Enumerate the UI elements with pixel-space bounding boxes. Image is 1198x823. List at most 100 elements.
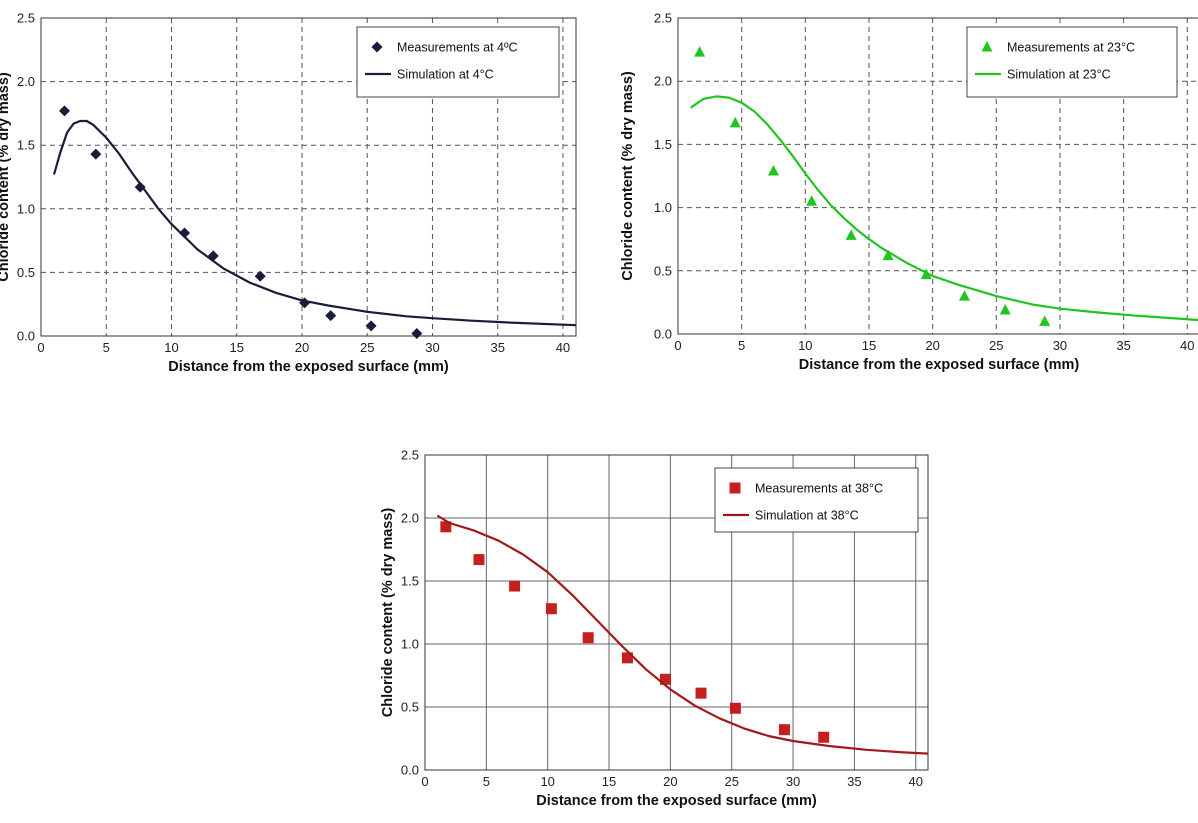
measurement-point <box>958 290 970 301</box>
measurement-point <box>882 249 894 261</box>
measurement-point <box>694 46 706 57</box>
x-tick-label: 25 <box>989 338 1003 353</box>
simulation-line <box>436 514 929 755</box>
measurement-point <box>58 105 70 117</box>
x-tick-label: 35 <box>1116 338 1130 353</box>
measurement-point <box>179 227 191 239</box>
y-axis-label: Chloride content (% dry mass) <box>620 71 636 281</box>
legend-marker-swatch <box>371 41 383 53</box>
legend-label: Measurements at 38°C <box>755 482 883 496</box>
x-tick-label: 10 <box>798 338 812 353</box>
measurement-point <box>806 195 818 206</box>
y-tick-label: 2.5 <box>654 11 672 26</box>
measurement-point <box>767 164 779 176</box>
y-tick-label: 2.0 <box>17 74 35 89</box>
measurement-point <box>1039 315 1051 326</box>
measurement-point <box>134 181 146 193</box>
y-tick-label: 1.5 <box>654 137 672 152</box>
x-tick-label: 20 <box>925 338 939 353</box>
plot-frame <box>677 17 1198 335</box>
x-tick-label: 40 <box>556 340 570 355</box>
y-tick-label: 0.5 <box>401 700 419 715</box>
x-tick-label: 15 <box>602 774 616 789</box>
measurement-point <box>509 580 521 592</box>
y-tick-label: 2.5 <box>401 448 419 463</box>
x-tick-label: 30 <box>786 774 800 789</box>
x-tick-label: 5 <box>483 774 490 789</box>
legend-label: Measurements at 23°C <box>1007 41 1135 55</box>
x-tick-label: 25 <box>724 774 738 789</box>
y-axis-label: Chloride content (% dry mass) <box>380 508 396 718</box>
simulation-line <box>690 95 1198 322</box>
y-tick-label: 0.5 <box>17 265 35 280</box>
measurement-point <box>729 116 741 128</box>
x-tick-label: 0 <box>674 338 681 353</box>
x-tick-label: 25 <box>360 340 374 355</box>
x-tick-label: 35 <box>490 340 504 355</box>
y-tick-label: 0.0 <box>654 327 672 342</box>
y-tick-label: 0.0 <box>401 763 419 778</box>
x-tick-label: 0 <box>37 340 44 355</box>
measurement-point <box>778 724 790 736</box>
legend-marker-swatch <box>981 41 993 52</box>
x-axis-label: Distance from the exposed surface (mm) <box>168 359 449 375</box>
x-tick-label: 10 <box>540 774 554 789</box>
measurement-point <box>440 521 452 533</box>
plot-frame <box>40 17 577 337</box>
chart-panel-2: 0 5 10 15 20 25 30 35 40 0.0 0.5 1.0 1.5 2.0 2.5 Distan… <box>620 11 1198 373</box>
y-tick-label: 1.5 <box>401 574 419 589</box>
measurement-point <box>411 327 423 339</box>
x-tick-label: 15 <box>229 340 243 355</box>
y-tick-label: 1.0 <box>401 637 419 652</box>
x-tick-label: 40 <box>908 774 922 789</box>
y-tick-label: 0.0 <box>17 329 35 344</box>
x-axis-label: Distance from the exposed surface (mm) <box>536 793 817 809</box>
y-tick-label: 1.0 <box>17 201 35 216</box>
measurement-point <box>90 148 102 160</box>
plot-frame <box>424 454 929 771</box>
legend-label: Simulation at 23°C <box>1007 68 1111 82</box>
x-tick-label: 0 <box>421 774 428 789</box>
legend-label: Simulation at 38°C <box>755 509 859 523</box>
chart-panel-3: 0 5 10 15 20 25 30 35 40 0.0 0.5 1.0 1.5 2.0 2.5 Distan… <box>380 448 929 809</box>
measurement-point <box>582 632 594 644</box>
measurement-point <box>545 603 557 615</box>
y-tick-label: 0.5 <box>654 263 672 278</box>
measurement-point <box>818 731 830 743</box>
simulation-line <box>52 119 577 327</box>
x-axis-label: Distance from the exposed surface (mm) <box>799 357 1080 373</box>
chart-panel-1: 0 5 10 15 20 25 30 35 40 0.0 0.5 1.0 1.5 2.0 2.5 Distan… <box>0 11 577 375</box>
measurement-point <box>621 652 633 664</box>
x-tick-label: 30 <box>425 340 439 355</box>
measurement-point <box>365 320 377 332</box>
measurement-point <box>207 250 219 262</box>
measurement-point <box>695 687 707 699</box>
measurement-point <box>729 702 741 714</box>
legend-box <box>356 26 560 98</box>
y-tick-label: 2.0 <box>401 511 419 526</box>
measurement-point <box>659 673 671 685</box>
y-tick-label: 2.5 <box>17 11 35 26</box>
x-tick-label: 5 <box>103 340 110 355</box>
x-tick-label: 15 <box>862 338 876 353</box>
measurement-point <box>325 310 337 322</box>
y-axis-label: Chloride content (% dry mass) <box>0 72 12 282</box>
y-tick-label: 1.0 <box>654 200 672 215</box>
legend-box <box>966 26 1178 98</box>
y-tick-label: 1.5 <box>17 138 35 153</box>
measurement-point <box>845 229 857 240</box>
legend-marker-swatch <box>729 482 741 494</box>
x-tick-label: 10 <box>164 340 178 355</box>
x-tick-label: 20 <box>663 774 677 789</box>
y-tick-label: 2.0 <box>654 74 672 89</box>
x-tick-label: 20 <box>295 340 309 355</box>
measurement-point <box>999 303 1011 315</box>
legend-label: Simulation at 4°C <box>397 68 494 82</box>
measurement-point <box>473 554 485 566</box>
x-tick-label: 30 <box>1053 338 1067 353</box>
x-tick-label: 5 <box>738 338 745 353</box>
x-tick-label: 35 <box>847 774 861 789</box>
measurement-point <box>254 270 266 282</box>
x-tick-label: 40 <box>1180 338 1194 353</box>
